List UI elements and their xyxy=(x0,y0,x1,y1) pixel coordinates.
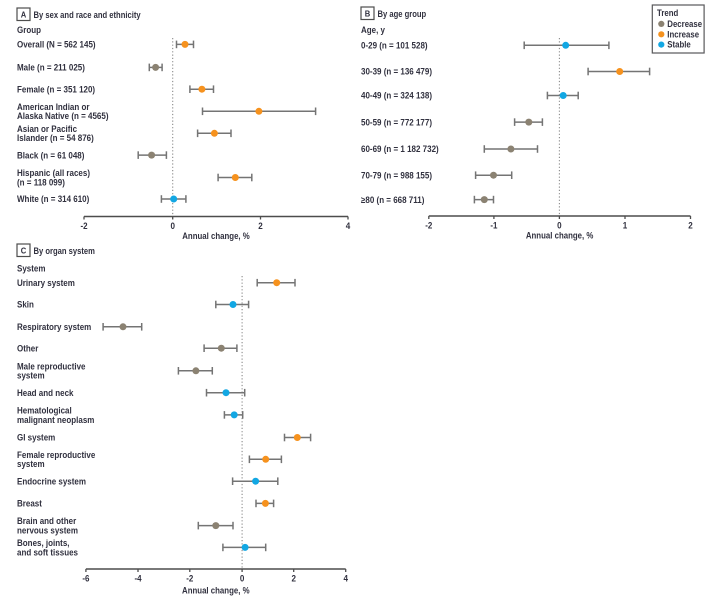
svg-text:By organ system: By organ system xyxy=(34,246,95,256)
svg-text:C: C xyxy=(21,246,27,256)
svg-text:60-69 (n = 1 182 732): 60-69 (n = 1 182 732) xyxy=(361,144,439,154)
svg-text:malignant neoplasm: malignant neoplasm xyxy=(17,415,94,425)
svg-text:GI system: GI system xyxy=(17,433,55,443)
svg-text:Trend: Trend xyxy=(657,8,678,18)
svg-text:and soft tissues: and soft tissues xyxy=(17,547,78,557)
svg-text:By sex and race and ethnicity: By sex and race and ethnicity xyxy=(34,10,142,20)
svg-text:Respiratory system: Respiratory system xyxy=(17,322,91,332)
svg-text:0-29 (n = 101 528): 0-29 (n = 101 528) xyxy=(361,41,428,51)
svg-text:Breast: Breast xyxy=(17,499,42,509)
svg-text:30-39 (n = 136 479): 30-39 (n = 136 479) xyxy=(361,67,432,77)
svg-text:Female reproductive: Female reproductive xyxy=(17,450,95,460)
svg-text:Hispanic (all races): Hispanic (all races) xyxy=(17,168,90,178)
svg-text:Other: Other xyxy=(17,343,39,353)
svg-text:0: 0 xyxy=(240,574,245,584)
svg-text:Overall (N = 562 145): Overall (N = 562 145) xyxy=(17,40,96,50)
svg-text:50-59 (n = 772 177): 50-59 (n = 772 177) xyxy=(361,117,432,127)
svg-text:2: 2 xyxy=(258,221,263,231)
svg-text:-6: -6 xyxy=(82,574,89,584)
svg-text:A: A xyxy=(21,10,27,20)
svg-text:≥80 (n = 668 711): ≥80 (n = 668 711) xyxy=(361,195,424,205)
svg-text:2: 2 xyxy=(291,574,296,584)
svg-text:Endocrine system: Endocrine system xyxy=(17,476,86,486)
svg-text:Male (n = 211 025): Male (n = 211 025) xyxy=(17,63,85,73)
svg-text:-2: -2 xyxy=(80,221,87,231)
svg-text:-1: -1 xyxy=(490,221,497,231)
svg-text:System: System xyxy=(17,264,46,274)
svg-text:1: 1 xyxy=(623,221,628,231)
svg-text:(n = 118 099): (n = 118 099) xyxy=(17,177,65,187)
svg-text:system: system xyxy=(17,371,45,381)
svg-text:Black (n = 61 048): Black (n = 61 048) xyxy=(17,150,84,160)
svg-text:nervous system: nervous system xyxy=(17,526,78,536)
svg-text:Stable: Stable xyxy=(667,40,691,50)
svg-text:By age group: By age group xyxy=(378,9,427,19)
svg-text:40-49 (n = 324 138): 40-49 (n = 324 138) xyxy=(361,91,432,101)
svg-text:Hematological: Hematological xyxy=(17,405,72,415)
svg-text:Annual change, %: Annual change, % xyxy=(182,231,250,241)
svg-text:Age, y: Age, y xyxy=(361,25,385,35)
svg-text:Asian or Pacific: Asian or Pacific xyxy=(17,124,77,134)
svg-text:-4: -4 xyxy=(134,574,141,584)
svg-text:2: 2 xyxy=(688,221,693,231)
svg-text:Islander (n = 54 876): Islander (n = 54 876) xyxy=(17,133,94,143)
svg-text:system: system xyxy=(17,459,45,469)
svg-text:Alaska Native (n = 4565): Alaska Native (n = 4565) xyxy=(17,111,109,121)
svg-text:Bones, joints,: Bones, joints, xyxy=(17,538,70,548)
svg-text:4: 4 xyxy=(343,574,348,584)
svg-text:4: 4 xyxy=(346,221,351,231)
svg-text:0: 0 xyxy=(170,221,175,231)
svg-text:70-79 (n = 988 155): 70-79 (n = 988 155) xyxy=(361,170,432,180)
svg-text:Head and neck: Head and neck xyxy=(17,388,74,398)
svg-text:-2: -2 xyxy=(425,221,432,231)
svg-text:Skin: Skin xyxy=(17,300,34,310)
svg-text:White (n = 314 610): White (n = 314 610) xyxy=(17,194,89,204)
svg-text:0: 0 xyxy=(557,221,562,231)
svg-text:American Indian or: American Indian or xyxy=(17,102,90,112)
svg-text:Annual change, %: Annual change, % xyxy=(182,585,250,595)
svg-text:Increase: Increase xyxy=(667,29,699,39)
svg-text:Brain and other: Brain and other xyxy=(17,516,77,526)
svg-text:Group: Group xyxy=(17,25,41,35)
svg-text:Annual change, %: Annual change, % xyxy=(526,231,594,241)
svg-text:Female (n = 351 120): Female (n = 351 120) xyxy=(17,84,95,94)
svg-text:Decrease: Decrease xyxy=(667,19,702,29)
svg-text:B: B xyxy=(365,9,371,19)
svg-text:Male reproductive: Male reproductive xyxy=(17,361,86,371)
svg-text:Urinary system: Urinary system xyxy=(17,278,75,288)
svg-text:-2: -2 xyxy=(186,574,193,584)
